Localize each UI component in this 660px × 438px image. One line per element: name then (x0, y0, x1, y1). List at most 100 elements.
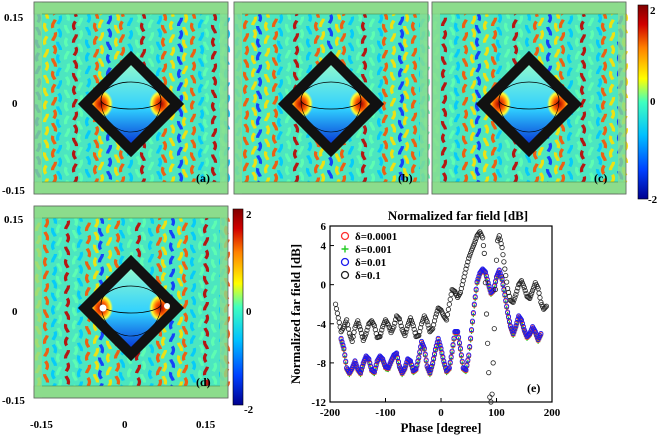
point-delta-0.1 (529, 290, 535, 296)
y-tick-label: -4 (317, 319, 327, 331)
point-delta-0.1 (527, 295, 533, 301)
point-delta-0.01 (522, 329, 528, 335)
point-delta-0.01 (406, 357, 413, 363)
panel-label-a: (a) (196, 171, 210, 185)
panel-label-b: (b) (398, 171, 413, 185)
point-delta-0.1 (404, 326, 410, 332)
point-delta-0.01 (417, 349, 423, 355)
point-delta-0.1 (472, 238, 478, 244)
point-delta-0.01 (422, 351, 428, 357)
point-delta-0.01 (493, 274, 500, 280)
y-tick-top-m015: -0.15 (2, 185, 25, 197)
x-tick-0: 0 (122, 419, 128, 431)
point-delta-0.1 (418, 321, 425, 327)
point-delta-0.1 (410, 323, 416, 329)
y-tick-label: -8 (317, 358, 327, 370)
point-delta-0.1 (518, 278, 525, 284)
point-delta-0.1 (519, 280, 526, 286)
point-delta-0.1 (355, 318, 361, 324)
point-delta-0.1 (500, 252, 506, 258)
point-delta-0.1 (543, 303, 550, 309)
point-delta-0.1 (405, 323, 411, 329)
point-delta-0.01 (472, 294, 478, 300)
colorbar-bottom-max: 2 (246, 209, 252, 221)
point-delta-0.01 (407, 358, 414, 364)
point-delta-0.1 (447, 296, 453, 302)
panel-label-e: (e) (527, 381, 540, 395)
point-delta-0.01 (466, 352, 472, 358)
point-delta-0.01 (538, 331, 544, 337)
colorbar-bottom: 2 0 -2 (232, 208, 254, 416)
field-map (233, 1, 431, 195)
point-delta-0.01 (419, 338, 425, 344)
point-delta-0.01 (473, 286, 479, 292)
point-delta-0.01 (468, 335, 474, 341)
point-delta-0.01 (521, 327, 527, 333)
point-delta-0.01 (430, 360, 436, 366)
point-delta-0.1 (481, 250, 487, 256)
point-delta-0.01 (402, 365, 408, 371)
point-delta-0.01 (508, 325, 514, 331)
point-delta-0.1 (425, 322, 431, 328)
point-delta-0.1 (424, 319, 430, 325)
x-tick-label: -200 (320, 407, 341, 419)
point-delta-0.1 (403, 329, 409, 335)
point-delta-0.01 (464, 362, 470, 368)
point-delta-0.01 (448, 354, 454, 360)
point-delta-0.1 (362, 333, 368, 339)
point-delta-0.1 (464, 262, 470, 269)
point-delta-0.01 (457, 345, 463, 351)
point-delta-0.1 (342, 321, 348, 328)
point-delta-0.01 (507, 323, 513, 329)
legend-marker (340, 257, 350, 267)
panel-label-c: (c) (594, 171, 607, 185)
point-delta-0.01 (420, 343, 426, 349)
point-delta-0.1 (503, 272, 509, 279)
point-delta-0.1 (501, 259, 507, 265)
point-delta-0.1 (396, 316, 402, 322)
x-tick-015: 0.15 (196, 419, 216, 431)
point-delta-0.1 (432, 314, 439, 320)
point-delta-0.1 (490, 360, 496, 366)
point-delta-0.1 (522, 287, 528, 294)
point-delta-0.1 (378, 330, 384, 336)
y-tick-bottom-015: 0.15 (4, 214, 24, 226)
point-delta-0.01 (476, 273, 482, 279)
x-tick-label: 200 (544, 407, 561, 419)
point-delta-0.1 (511, 297, 517, 303)
point-delta-0.1 (515, 285, 521, 291)
point-delta-0.01 (351, 360, 357, 366)
point-delta-0.1 (542, 304, 549, 310)
point-delta-0.1 (444, 312, 451, 318)
point-delta-0.01 (511, 328, 517, 334)
point-delta-0.01 (342, 352, 348, 358)
point-delta-0.1 (492, 286, 498, 293)
field-panel-b: (b) (233, 1, 431, 195)
point-delta-0.1 (406, 320, 412, 326)
point-delta-0.1 (480, 242, 487, 249)
colorbar-top-max: 2 (650, 5, 656, 17)
point-delta-0.01 (459, 358, 465, 364)
point-delta-0.01 (361, 358, 367, 364)
point-delta-0.01 (365, 355, 371, 361)
point-delta-0.1 (379, 327, 385, 333)
point-delta-0.1 (429, 327, 435, 333)
point-delta-0.1 (377, 333, 383, 340)
point-delta-0.01 (514, 319, 520, 326)
chart-title: Normalized far field [dB] (388, 208, 528, 223)
point-delta-0.01 (340, 342, 346, 348)
point-delta-0.01 (467, 344, 473, 350)
panel-label-d: (d) (196, 375, 211, 389)
point-delta-0.1 (467, 253, 473, 259)
point-delta-0.1 (364, 327, 370, 333)
point-delta-0.1 (486, 370, 492, 376)
point-delta-0.01 (496, 267, 502, 273)
point-delta-0.01 (428, 366, 434, 372)
point-delta-0.1 (411, 326, 417, 332)
point-delta-0.1 (514, 288, 520, 294)
point-delta-0.1 (489, 391, 495, 397)
point-delta-0.1 (352, 325, 358, 331)
point-delta-0.1 (391, 324, 397, 330)
y-tick-bottom-m015: -0.15 (2, 395, 25, 407)
